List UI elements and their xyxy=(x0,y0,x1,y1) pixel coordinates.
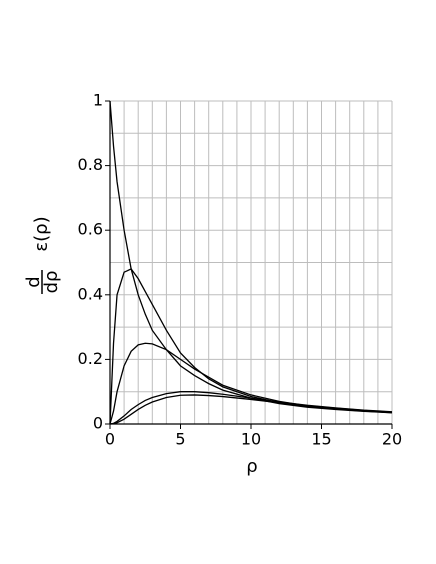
line-series xyxy=(109,394,393,425)
y-tick-label: 0.6 xyxy=(78,220,103,239)
y-tick-label: 0.4 xyxy=(78,284,103,303)
y-label-expression: ε(ρ) xyxy=(31,216,52,251)
y-label-denominator: dρ xyxy=(41,271,62,294)
y-tick-label: 1 xyxy=(93,91,103,110)
x-tick-label: 0 xyxy=(105,430,115,449)
y-label-numerator: d xyxy=(23,276,44,287)
x-tick-label: 20 xyxy=(382,430,402,449)
x-tick-label: 15 xyxy=(311,430,331,449)
x-tick-label: 5 xyxy=(175,430,185,449)
y-tick-label: 0.8 xyxy=(78,155,103,174)
y-tick-label: 0 xyxy=(93,414,103,433)
x-axis-label: ρ xyxy=(246,456,257,477)
x-tick-label: 10 xyxy=(241,430,261,449)
y-axis-label: d dρ ε(ρ) xyxy=(23,216,62,294)
y-tick-label: 0.2 xyxy=(78,349,103,368)
